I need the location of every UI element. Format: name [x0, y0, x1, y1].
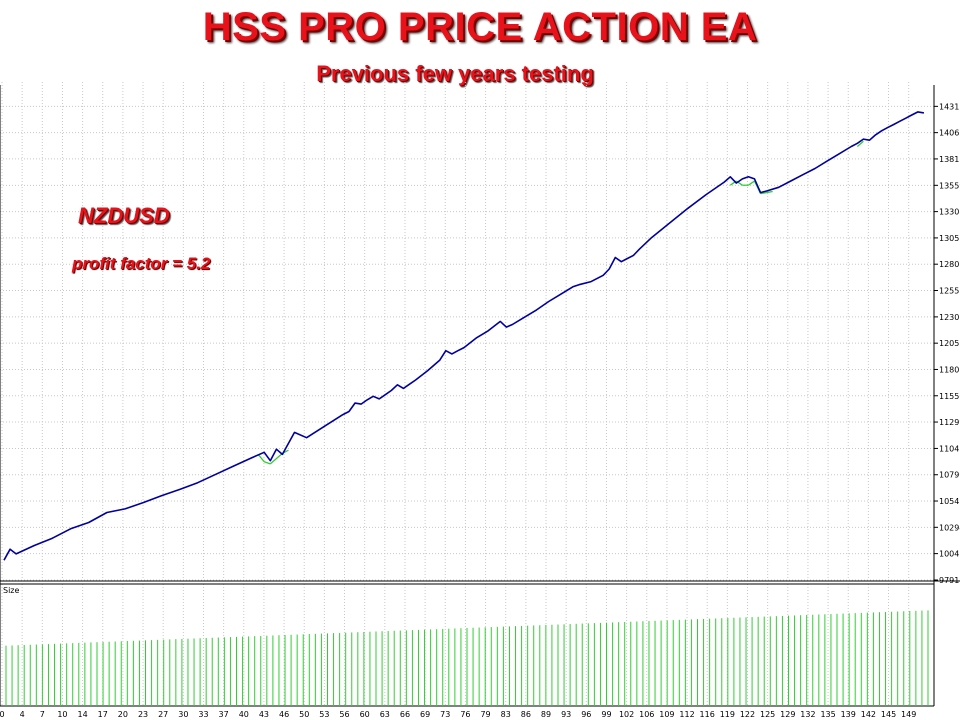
y-tick-label: 13057: [939, 234, 960, 243]
x-tick-label: 106: [639, 710, 654, 719]
balance-equity-plot: [3, 111, 925, 561]
y-tick-label: 11047: [939, 444, 960, 453]
y-tick-label: 12806: [939, 260, 960, 269]
equity-segment: [856, 140, 864, 147]
x-tick-label: 43: [259, 710, 269, 719]
y-tick-label: 11299: [939, 418, 960, 427]
x-tick-label: 109: [659, 710, 674, 719]
x-tick-label: 145: [881, 710, 896, 719]
x-tick-label: 142: [861, 710, 876, 719]
x-tick-label: 125: [760, 710, 775, 719]
y-tick-label: 12303: [939, 313, 960, 322]
x-tick-label: 132: [800, 710, 815, 719]
x-tick-label: 46: [279, 710, 289, 719]
y-tick-label: 13559: [939, 181, 960, 190]
y-tick-label: 10294: [939, 523, 960, 532]
x-tick-label: 96: [581, 710, 591, 719]
y-axis-ticks: 9791 10043 10294 10545 10796 11047 11299 11550 1…: [934, 102, 960, 585]
x-tick-label: 73: [440, 710, 450, 719]
x-tick-label: 20: [118, 710, 128, 719]
x-tick-label: 119: [720, 710, 735, 719]
x-tick-label: 102: [619, 710, 634, 719]
x-tick-label: 33: [198, 710, 208, 719]
x-tick-label: 53: [319, 710, 329, 719]
equity-segment: [257, 453, 265, 463]
x-tick-label: 40: [239, 710, 249, 719]
y-tick-label: 14062: [939, 129, 960, 138]
x-tick-label: 99: [601, 710, 611, 719]
x-tick-label: 30: [178, 710, 188, 719]
y-tick-label: 10796: [939, 471, 960, 480]
y-tick-label: 12052: [939, 339, 960, 348]
equity-segment: [264, 461, 271, 465]
size-label: Size: [3, 586, 20, 595]
x-tick-label: 23: [138, 710, 148, 719]
y-tick-label: 14313: [939, 102, 960, 111]
x-tick-label: 37: [219, 710, 229, 719]
x-tick-label: 69: [420, 710, 430, 719]
x-tick-label: 10: [57, 710, 67, 719]
x-tick-label: 89: [541, 710, 551, 719]
x-tick-label: 79: [480, 710, 490, 719]
x-tick-label: 135: [820, 710, 835, 719]
x-tick-label: 50: [299, 710, 309, 719]
y-tick-label: 13308: [939, 208, 960, 217]
x-tick-label: 17: [98, 710, 108, 719]
y-tick-label: 9791: [939, 576, 959, 585]
x-tick-label: 149: [901, 710, 916, 719]
profit-factor-label: profit factor = 5.2: [72, 254, 211, 273]
y-tick-label: 10043: [939, 550, 960, 559]
symbol-label: NZDUSD: [78, 203, 170, 228]
x-tick-label: 60: [360, 710, 370, 719]
x-tick-label: 83: [501, 710, 511, 719]
x-tick-label: 56: [339, 710, 349, 719]
equity-segment: [748, 180, 755, 186]
x-tick-label: 86: [521, 710, 531, 719]
x-tick-label: 63: [380, 710, 390, 719]
x-tick-label: 76: [460, 710, 470, 719]
equity-segment: [766, 190, 773, 194]
x-tick-label: 4: [20, 710, 25, 719]
x-tick-label: 122: [740, 710, 755, 719]
y-tick-label: 10545: [939, 497, 960, 506]
x-tick-label: 66: [400, 710, 410, 719]
x-tick-label: 129: [780, 710, 795, 719]
page-subtitle: Previous few years testing: [316, 61, 594, 86]
chart-grid: [0, 82, 934, 706]
y-tick-label: 12555: [939, 286, 960, 295]
x-axis-ticks: 0 4 7 10 14 17 20 23 27 30 33 37 40 43 46 50 53 56 60 63 66 6…: [0, 710, 916, 719]
x-tick-label: 93: [561, 710, 571, 719]
x-tick-label: 7: [40, 710, 45, 719]
equity-segment: [269, 452, 283, 465]
x-tick-label: 14: [78, 710, 88, 719]
equity-segment: [760, 191, 767, 195]
balance-line: [3, 111, 925, 561]
x-tick-label: 112: [679, 710, 694, 719]
x-tick-label: 116: [700, 710, 715, 719]
x-tick-label: 0: [0, 710, 5, 719]
x-tick-label: 27: [158, 710, 168, 719]
size-subchart: Size: [3, 586, 929, 706]
x-tick-label: 139: [841, 710, 856, 719]
page-title: HSS PRO PRICE ACTION EA: [202, 5, 758, 49]
y-tick-label: 11550: [939, 392, 960, 401]
